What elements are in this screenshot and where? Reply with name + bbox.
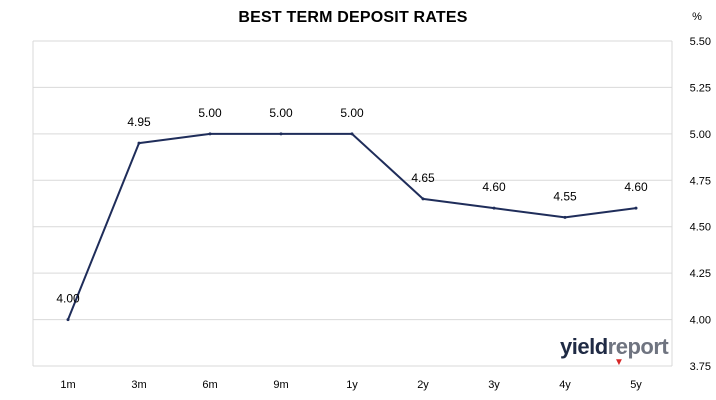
y-axis-unit-label: %: [692, 11, 702, 23]
x-tick-label: 3m: [131, 379, 146, 391]
data-label: 4.65: [411, 171, 435, 185]
data-label: 4.95: [127, 115, 151, 129]
x-tick-label: 4y: [559, 379, 571, 391]
x-tick-label: 1m: [60, 379, 75, 391]
data-label: 5.00: [340, 106, 364, 120]
logo-text-report: report: [607, 334, 669, 359]
x-tick-label: 9m: [273, 379, 288, 391]
logo-text-yield: yield: [560, 334, 608, 359]
x-tick-label: 1y: [346, 379, 358, 391]
data-label: 4.00: [56, 292, 80, 306]
x-tick-label: 2y: [417, 379, 429, 391]
data-point: [350, 132, 354, 136]
chart-title: BEST TERM DEPOSIT RATES: [238, 9, 468, 26]
y-tick-label: 3.75: [690, 361, 711, 373]
y-tick-label: 5.00: [690, 129, 711, 141]
data-label: 5.00: [198, 106, 222, 120]
data-point: [66, 318, 70, 322]
data-point: [137, 141, 141, 145]
y-tick-label: 5.25: [690, 82, 711, 94]
series: [66, 132, 638, 322]
y-tick-label: 4.50: [690, 222, 711, 234]
x-axis: 1m 3m 6m 9m 1y 2y 3y 4y 5y: [60, 379, 642, 391]
y-axis: 5.50 5.25 5.00 4.75 4.50 4.25 4.00 3.75: [690, 36, 711, 373]
data-point: [634, 206, 638, 210]
data-label: 4.60: [482, 180, 506, 194]
data-point: [421, 197, 425, 201]
y-tick-label: 4.00: [690, 315, 711, 327]
data-point: [208, 132, 212, 136]
data-label: 4.55: [553, 189, 577, 203]
yieldreport-logo: yieldreport ▼: [560, 334, 669, 368]
x-tick-label: 5y: [630, 379, 642, 391]
data-label: 5.00: [269, 106, 293, 120]
logo-triangle-icon: ▼: [614, 357, 624, 368]
data-label: 4.60: [624, 180, 648, 194]
y-tick-label: 5.50: [690, 36, 711, 48]
x-tick-label: 3y: [488, 379, 500, 391]
data-point: [563, 215, 567, 219]
x-tick-label: 6m: [202, 379, 217, 391]
data-labels: 4.00 4.95 5.00 5.00 5.00 4.65 4.60 4.55 4.60: [56, 106, 648, 306]
data-point: [279, 132, 283, 136]
y-tick-label: 4.25: [690, 268, 711, 280]
gridlines: [32, 40, 673, 367]
y-tick-label: 4.75: [690, 175, 711, 187]
data-point: [492, 206, 496, 210]
